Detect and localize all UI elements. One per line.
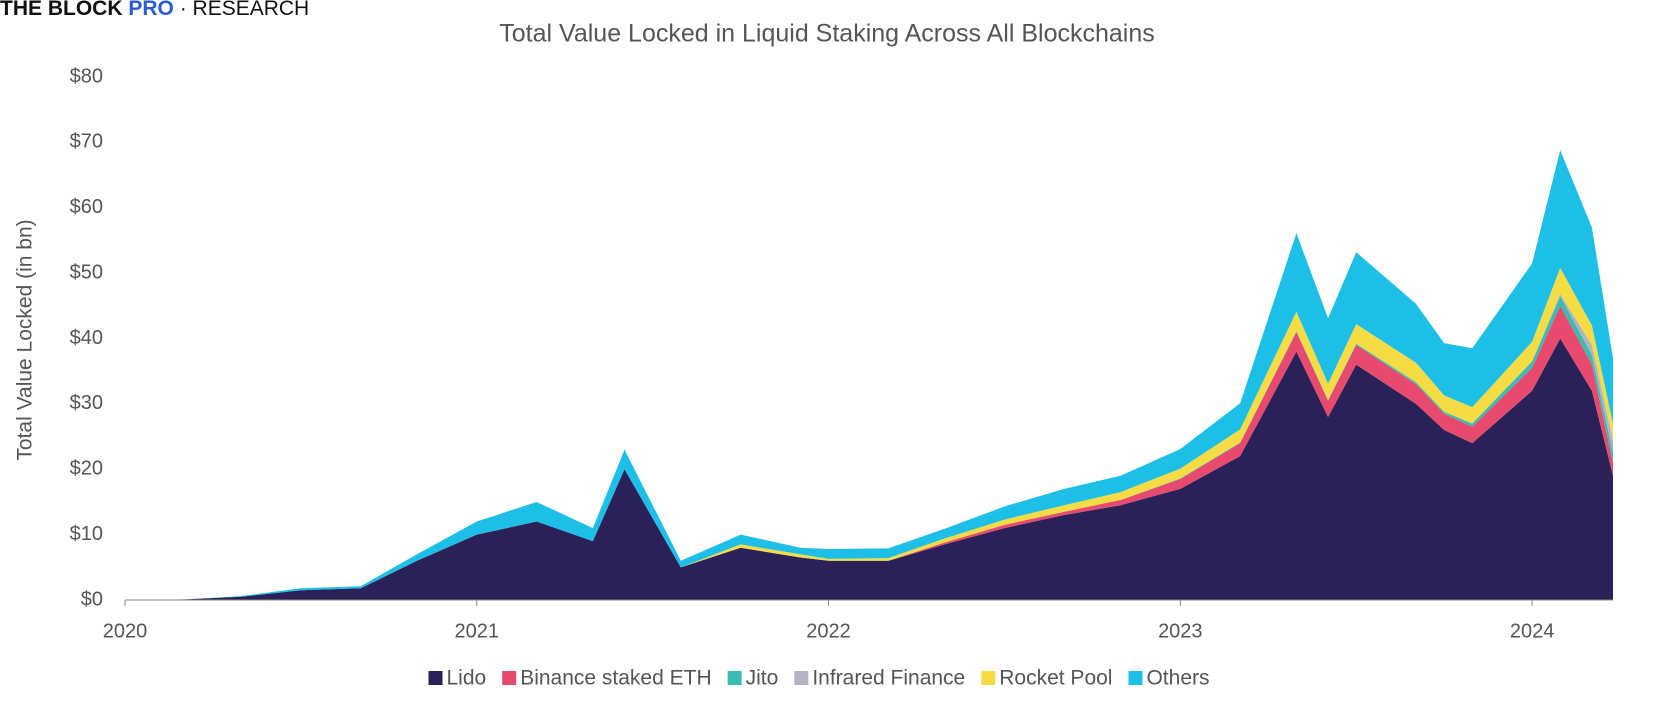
x-tick-label: 2022: [806, 620, 851, 642]
x-tick-label: 2021: [455, 620, 500, 642]
brand: THE BLOCK PRO · RESEARCH: [0, 0, 309, 20]
brand-name: THE BLOCK: [0, 0, 123, 20]
legend-label: Lido: [446, 667, 486, 690]
chart-title: Total Value Locked in Liquid Staking Acr…: [499, 20, 1154, 48]
area: [125, 338, 1613, 600]
legend-swatch: [428, 671, 443, 685]
brand-section: · RESEARCH: [180, 0, 310, 20]
legend-label: Rocket Pool: [999, 667, 1112, 690]
x-tick-label: 2020: [103, 620, 148, 642]
legend-label: Binance staked ETH: [520, 667, 711, 690]
y-tick-label: $0: [81, 588, 103, 610]
y-tick-label: $30: [70, 392, 103, 414]
legend-swatch: [981, 671, 996, 685]
legend-swatch: [1128, 671, 1143, 685]
legend-label: Jito: [746, 667, 779, 690]
x-tick-label: 2024: [1510, 620, 1555, 642]
y-tick-label: $60: [70, 196, 103, 218]
legend-swatch: [502, 671, 517, 685]
x-tick-label: 2023: [1158, 620, 1203, 642]
legend-label: Infrared Finance: [812, 667, 965, 690]
y-axis-label: Total Value Locked (in bn): [14, 219, 37, 460]
legend-swatch: [794, 671, 809, 685]
legend-swatch: [727, 671, 742, 685]
legend-label: Others: [1146, 667, 1209, 690]
y-tick-label: $10: [70, 523, 103, 545]
y-tick-label: $50: [70, 261, 103, 283]
legend: Lido Binance staked ETH Jito Infrared Finan…: [428, 667, 1210, 690]
y-tick-label: $70: [70, 131, 103, 153]
y-tick-label: $20: [70, 458, 103, 480]
y-tick-label: $80: [70, 65, 103, 87]
y-tick-label: $40: [70, 327, 103, 349]
brand-tier: PRO: [128, 0, 174, 20]
